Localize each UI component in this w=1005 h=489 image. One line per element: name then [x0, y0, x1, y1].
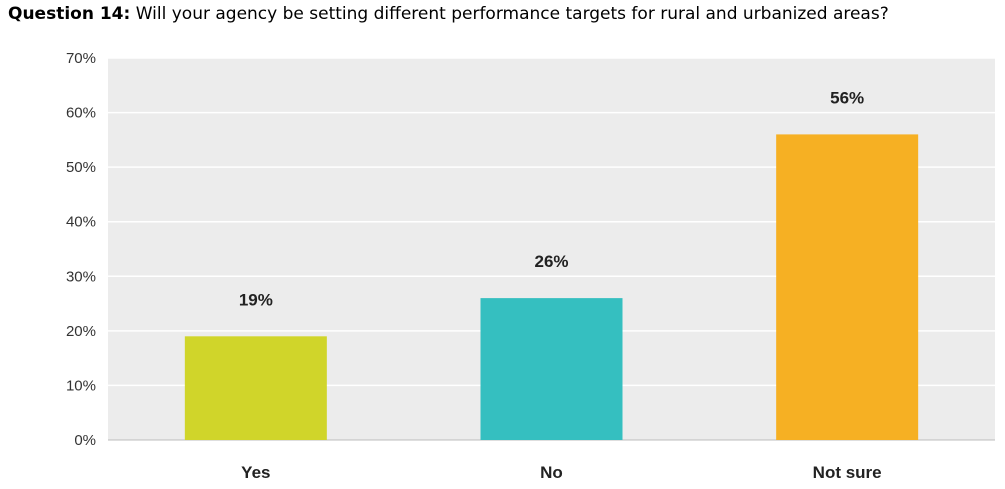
- chart-title: Question 14: Will your agency be setting…: [8, 4, 889, 24]
- data-label: 26%: [534, 252, 568, 271]
- y-tick-label: 30%: [66, 268, 96, 285]
- bar-not-sure: [776, 134, 919, 440]
- bar-no: [480, 298, 623, 440]
- question-text: Will your agency be setting different pe…: [135, 4, 889, 24]
- y-tick-label: 40%: [66, 214, 96, 231]
- y-tick-label: 10%: [66, 377, 96, 394]
- y-tick-label: 60%: [66, 105, 96, 122]
- y-tick-label: 70%: [66, 50, 96, 67]
- x-axis-categories: Yes No Not sure: [241, 463, 881, 482]
- category-label: Not sure: [813, 463, 882, 482]
- category-label: Yes: [241, 463, 270, 482]
- y-axis-ticks: 0% 10% 20% 30% 40% 50% 60% 70%: [66, 50, 96, 449]
- category-label: No: [540, 463, 563, 482]
- data-labels: 19% 26% 56%: [239, 88, 864, 309]
- y-tick-label: 0%: [74, 432, 96, 449]
- bar-yes: [184, 336, 327, 440]
- y-tick-label: 20%: [66, 323, 96, 340]
- data-label: 56%: [830, 88, 864, 107]
- bars: [184, 134, 919, 440]
- data-label: 19%: [239, 290, 273, 309]
- y-tick-label: 50%: [66, 159, 96, 176]
- question-number: Question 14:: [8, 4, 131, 24]
